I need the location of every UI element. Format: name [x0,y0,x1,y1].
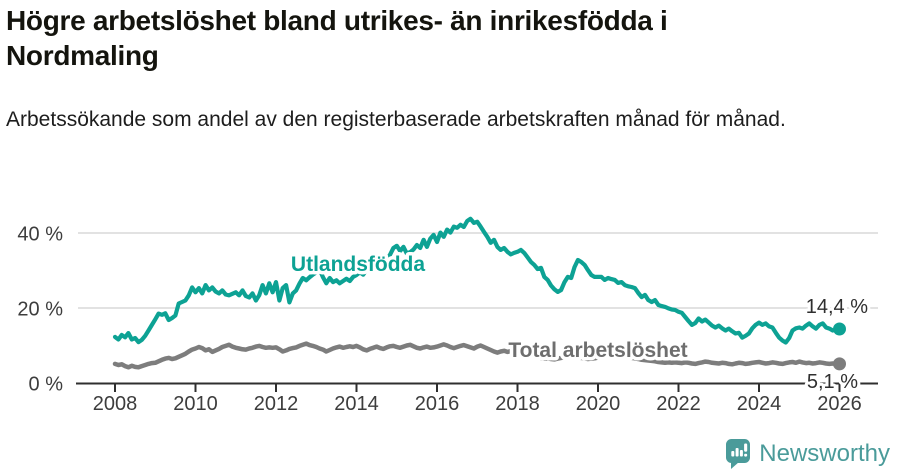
x-axis [76,382,878,392]
x-tick-label-2024: 2024 [737,393,782,415]
x-tick-label-2020: 2020 [576,393,621,415]
newsworthy-logo[interactable]: Newsworthy [725,438,890,469]
x-tick-label-2022: 2022 [656,393,701,415]
x-tick-label-2018: 2018 [495,393,540,415]
newsworthy-icon [726,439,751,469]
end-dot-1 [833,357,846,371]
series-label-utlandsfodda: Utlandsfödda [291,253,425,276]
series-line-1 [112,341,842,370]
newsworthy-wordmark: Newsworthy [759,439,890,467]
gridlines [78,232,878,309]
x-tick-label-2012: 2012 [254,393,299,415]
y-tick-label-0: 0 % [29,374,64,396]
x-tick-label-2016: 2016 [415,393,460,415]
series-label-total-arbetsloshet: Total arbetslöshet [508,339,687,362]
series-end-dots [833,322,846,371]
y-tick-label-20: 20 % [17,299,63,321]
series-line-0 [112,216,842,345]
x-tick-label-2008: 2008 [93,393,138,415]
x-tick-label-2026: 2026 [817,393,862,415]
end-value-label-utlandsfodda: 14,4 % [806,296,868,318]
end-dot-0 [833,322,846,336]
chart-subtitle: Arbetssökande som andel av den registerb… [6,108,786,131]
end-value-label-total: 5,1 % [807,371,858,393]
chart-title: Högre arbetslöshet bland utrikes- än inr… [6,5,668,71]
axis-tick-labels: 0 % 20 % 40 % 2008 2010 2012 2014 2016 2018 2020 2… [17,224,861,416]
y-tick-label-40: 40 % [17,224,63,246]
x-tick-label-2014: 2014 [334,393,379,415]
series-lines [112,216,842,370]
x-tick-label-2010: 2010 [173,393,218,415]
